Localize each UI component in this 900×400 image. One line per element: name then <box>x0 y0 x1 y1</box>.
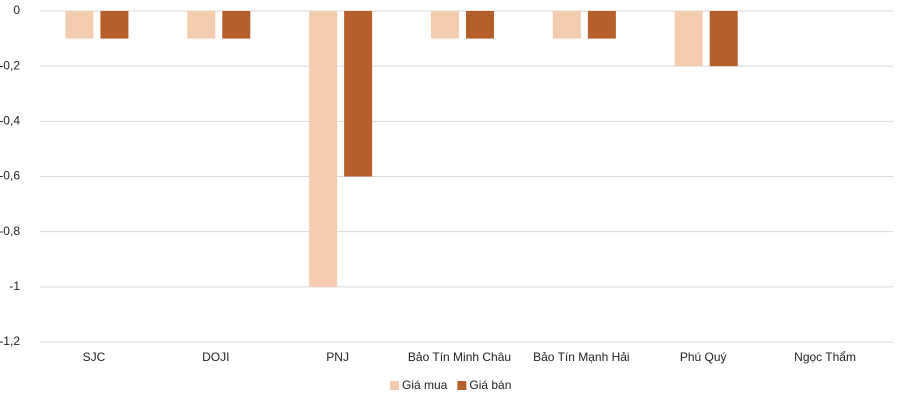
y-tick-label: -1 <box>9 279 20 293</box>
bar <box>674 11 703 67</box>
bar <box>466 11 494 39</box>
x-tick-label: PNJ <box>326 350 349 364</box>
x-tick-label: Bảo Tín Mạnh Hải <box>533 350 630 364</box>
bar <box>65 11 94 39</box>
legend-swatch <box>390 381 399 390</box>
bar <box>709 11 738 67</box>
bar <box>222 11 251 39</box>
legend-swatch <box>457 381 467 390</box>
x-tick-label: Bảo Tín Minh Châu <box>408 350 511 364</box>
bar <box>309 11 338 287</box>
y-tick-label: 0 <box>13 3 20 17</box>
bar <box>100 11 129 39</box>
bar <box>344 11 373 177</box>
legend-label: Giá bán <box>469 378 511 392</box>
x-tick-label: SJC <box>83 350 106 364</box>
y-tick-label: -0,2 <box>0 58 20 72</box>
bar <box>587 11 616 39</box>
y-tick-label: -0,4 <box>0 114 20 128</box>
y-tick-label: -1,2 <box>0 334 20 348</box>
x-tick-label: Ngọc Thẩm <box>794 350 856 364</box>
bar <box>187 11 216 39</box>
x-tick-label: Phú Quý <box>680 350 727 364</box>
y-tick-label: -0,6 <box>0 169 20 183</box>
bar <box>552 11 581 39</box>
y-tick-label: -0,8 <box>0 224 20 238</box>
x-tick-label: DOJI <box>202 350 229 364</box>
bar <box>431 11 459 39</box>
legend-label: Giá mua <box>402 378 448 392</box>
